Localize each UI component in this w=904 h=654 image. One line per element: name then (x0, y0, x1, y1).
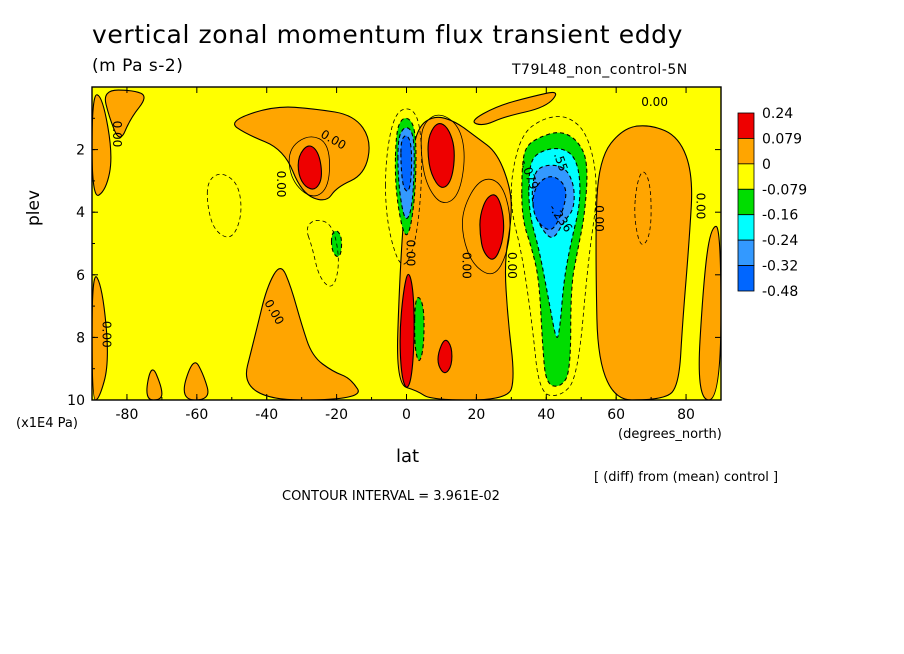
contour-label: 0.00 (641, 95, 668, 109)
positive-core-10n (427, 122, 455, 188)
colorbar-swatch (737, 214, 755, 241)
contour-interval: CONTOUR INTERVAL = 3.961E-02 (282, 489, 500, 504)
x-tick-label: -40 (255, 407, 278, 423)
negative-region-40n-core (532, 176, 567, 231)
positive-core-25n (479, 194, 505, 260)
y-axis-ticks: 2 4 6 8 10 (67, 117, 721, 409)
colorbar-label: 0.079 (762, 131, 802, 147)
contour-label: 0.00 (274, 171, 288, 198)
dashed-contour-equator (385, 108, 423, 265)
chart-title: vertical zonal momentum flux transient e… (92, 20, 684, 49)
contour-label: 0.00 (99, 321, 113, 348)
positive-region-west-edge-bottom (92, 276, 108, 400)
colorbar-label: -0.32 (762, 259, 798, 275)
x-tick-label: 20 (467, 407, 485, 423)
y-axis-units: (x1E4 Pa) (16, 416, 78, 431)
colorbar-legend: 0.24 0.079 0 -0.079 -0.16 -0.24 -0.32 -0.48 (737, 106, 807, 300)
positive-region-northern-60s (595, 125, 693, 400)
dashed-contour-67n (634, 171, 652, 245)
run-label: T79L48_non_control-5N (512, 62, 688, 78)
colorbar-label: -0.24 (762, 233, 798, 249)
colorbar-label: 0.24 (762, 106, 793, 122)
x-tick-label: -20 (325, 407, 348, 423)
colorbar-label: -0.48 (762, 284, 798, 300)
y-tick-label: 10 (67, 393, 85, 409)
colorbar-swatch (737, 112, 755, 139)
positive-region-75s-bottom (146, 369, 163, 400)
y-tick-label: 2 (76, 143, 85, 159)
chart-units: (m Pa s-2) (92, 56, 184, 76)
contour-ring-minus28 (288, 136, 331, 197)
positive-region-northern-top (473, 91, 557, 126)
plot-area: 0.00 0.000.000.000.000.000.00 0.00 0.000.00… (92, 87, 721, 400)
contour-label: 0.00 (403, 240, 417, 267)
positive-core-equator-low (399, 273, 415, 388)
dashed-contour-minus25 (306, 219, 339, 287)
contour-label: .55 (551, 151, 571, 174)
diff-note: [ (diff) from (mean) control ] (594, 470, 779, 485)
negative-region-minus20 (330, 230, 343, 258)
x-axis-label: lat (396, 446, 420, 467)
x-tick-label: 0 (402, 407, 411, 423)
negative-region-equator-low (414, 297, 425, 362)
contour-ring-10n (420, 114, 465, 203)
colorbar-swatch (737, 265, 755, 292)
filled-contours (92, 89, 721, 400)
x-tick-label: 80 (677, 407, 695, 423)
x-tick-label: -60 (185, 407, 208, 423)
y-tick-label: 4 (76, 205, 85, 221)
colorbar-label: 0 (762, 157, 771, 173)
positive-core-minus28 (297, 145, 322, 190)
contour-lines (206, 108, 652, 396)
colorbar-swatch (737, 163, 755, 190)
positive-region-60s-bottom (183, 362, 209, 400)
colorbar-label: -0.079 (762, 182, 807, 198)
x-tick-label: 60 (607, 407, 625, 423)
contour-label: 0.00 (459, 252, 473, 279)
contour-label: 0.00 (505, 252, 519, 279)
x-tick-label: 40 (537, 407, 555, 423)
x-tick-label: -80 (116, 407, 139, 423)
dashed-contour-40n (510, 116, 597, 396)
colorbar-swatch (737, 188, 755, 216)
negative-region-equator-core (400, 135, 413, 192)
positive-region-west-edge-top (92, 94, 112, 196)
contour-label: 0.00 (110, 121, 124, 148)
positive-core-10n-low (437, 339, 453, 374)
dashed-contour-minus50 (206, 173, 242, 238)
contour-label: 0.00 (694, 193, 708, 220)
colorbar-label: -0.16 (762, 208, 798, 224)
colorbar-swatch (737, 239, 755, 266)
positive-region-west-top (104, 89, 145, 138)
positive-region-40s-bottom (245, 268, 359, 400)
contour-ring-25n (461, 178, 511, 275)
y-tick-label: 6 (76, 268, 85, 284)
y-axis-label: plev (24, 189, 44, 226)
y-tick-label: 8 (76, 330, 85, 346)
x-axis-ticks: -80 -60 -40 -20 0 20 40 60 80 (91, 87, 722, 423)
contour-label: 0.00 (592, 205, 606, 232)
colorbar-swatch (737, 138, 755, 165)
x-axis-units: (degrees_north) (618, 427, 722, 442)
